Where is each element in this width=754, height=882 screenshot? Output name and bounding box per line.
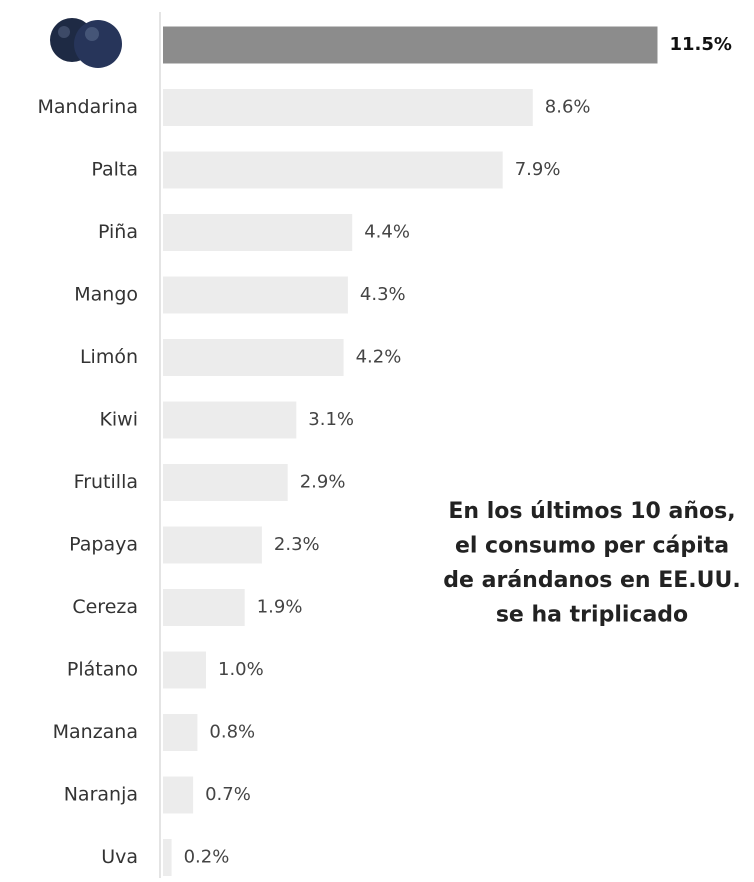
- value-label: 0.7%: [205, 784, 251, 805]
- y-tick-label: Mandarina: [37, 96, 138, 118]
- bar: [163, 839, 172, 876]
- annotation: de arándanos en EE.UU.: [443, 568, 740, 593]
- bar: [163, 214, 352, 251]
- bar: [163, 277, 348, 314]
- value-label: 4.4%: [364, 222, 410, 243]
- value-label: 2.3%: [274, 534, 320, 555]
- bar: [163, 27, 658, 64]
- value-label: 4.3%: [360, 284, 406, 305]
- y-tick-label: Manzana: [53, 721, 138, 743]
- bar: [163, 464, 288, 501]
- y-tick-label: Plátano: [67, 659, 138, 681]
- y-tick-label: Piña: [98, 221, 138, 243]
- y-tick-label: Kiwi: [99, 409, 138, 431]
- annotation: el consumo per cápita: [455, 534, 729, 559]
- chart: 11.5% Mandarina 8.6% Palta 7.9% Piña 4.4% Mango…: [0, 0, 754, 882]
- y-tick-label: Cereza: [72, 596, 138, 618]
- bar: [163, 527, 262, 564]
- value-label: 1.9%: [257, 597, 303, 618]
- annotation: En los últimos 10 años,: [448, 499, 735, 524]
- bar: [163, 89, 533, 126]
- value-label: 3.1%: [308, 409, 354, 430]
- y-tick-label: Uva: [101, 846, 138, 868]
- value-label: 11.5%: [670, 34, 732, 55]
- y-tick-label: Naranja: [64, 784, 138, 806]
- value-label: 7.9%: [515, 159, 561, 180]
- bar: [163, 402, 296, 439]
- value-label: 8.6%: [545, 97, 591, 118]
- bar: [163, 714, 197, 751]
- value-label: 0.2%: [184, 847, 230, 868]
- blueberry-icon: [50, 18, 122, 68]
- bar: [163, 339, 344, 376]
- bar: [163, 652, 206, 689]
- y-tick-label: Frutilla: [74, 471, 138, 493]
- bar: [163, 152, 503, 189]
- y-tick-label: Mango: [74, 284, 138, 306]
- bar: [163, 777, 193, 814]
- value-label: 0.8%: [209, 722, 255, 743]
- value-label: 1.0%: [218, 659, 264, 680]
- y-tick-label: Papaya: [69, 534, 138, 556]
- annotation: se ha triplicado: [496, 603, 688, 628]
- y-tick-label: Palta: [91, 159, 138, 181]
- value-label: 2.9%: [300, 472, 346, 493]
- value-label: 4.2%: [356, 347, 402, 368]
- y-tick-label: Limón: [80, 346, 138, 368]
- bar: [163, 589, 245, 626]
